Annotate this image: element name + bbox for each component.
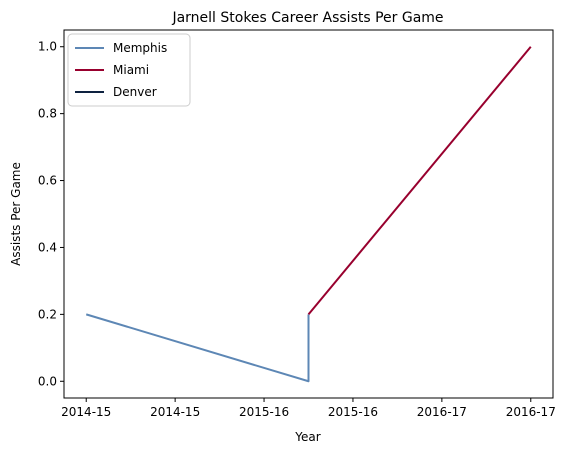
x-tick-label: 2014-15 <box>150 405 200 419</box>
series-line-miami <box>307 46 532 315</box>
x-tick-label: 2016-17 <box>417 405 467 419</box>
legend-label-denver: Denver <box>113 85 157 99</box>
x-tick-label: 2015-16 <box>328 405 378 419</box>
plot-frame <box>63 29 554 399</box>
legend: Memphis Miami Denver <box>67 33 191 107</box>
y-axis: 0.0 0.2 0.4 0.6 0.8 1.0 <box>38 40 64 388</box>
legend-label-miami: Miami <box>113 63 149 77</box>
y-tick-label: 0.8 <box>38 107 57 121</box>
y-tick-label: 0.6 <box>38 174 57 188</box>
x-tick-label: 2015-16 <box>239 405 289 419</box>
x-axis-label: Year <box>294 430 320 444</box>
chart-title: Jarnell Stokes Career Assists Per Game <box>171 10 443 26</box>
y-tick-label: 0.2 <box>38 307 57 321</box>
series-line-memphis <box>85 313 310 383</box>
legend-entries: Memphis Miami Denver <box>75 41 167 99</box>
y-tick-label: 1.0 <box>38 40 57 54</box>
legend-label-memphis: Memphis <box>113 41 167 55</box>
series-layer <box>85 46 532 383</box>
x-tick-label: 2016-17 <box>506 405 556 419</box>
x-axis: 2014-15 2014-15 2015-16 2015-16 2016-17 2016-… <box>61 398 556 419</box>
y-tick-label: 0.4 <box>38 240 57 254</box>
x-tick-label: 2014-15 <box>61 405 111 419</box>
y-tick-label: 0.0 <box>38 374 57 388</box>
legend-box <box>67 33 191 107</box>
y-axis-label: Assists Per Game <box>9 162 23 266</box>
